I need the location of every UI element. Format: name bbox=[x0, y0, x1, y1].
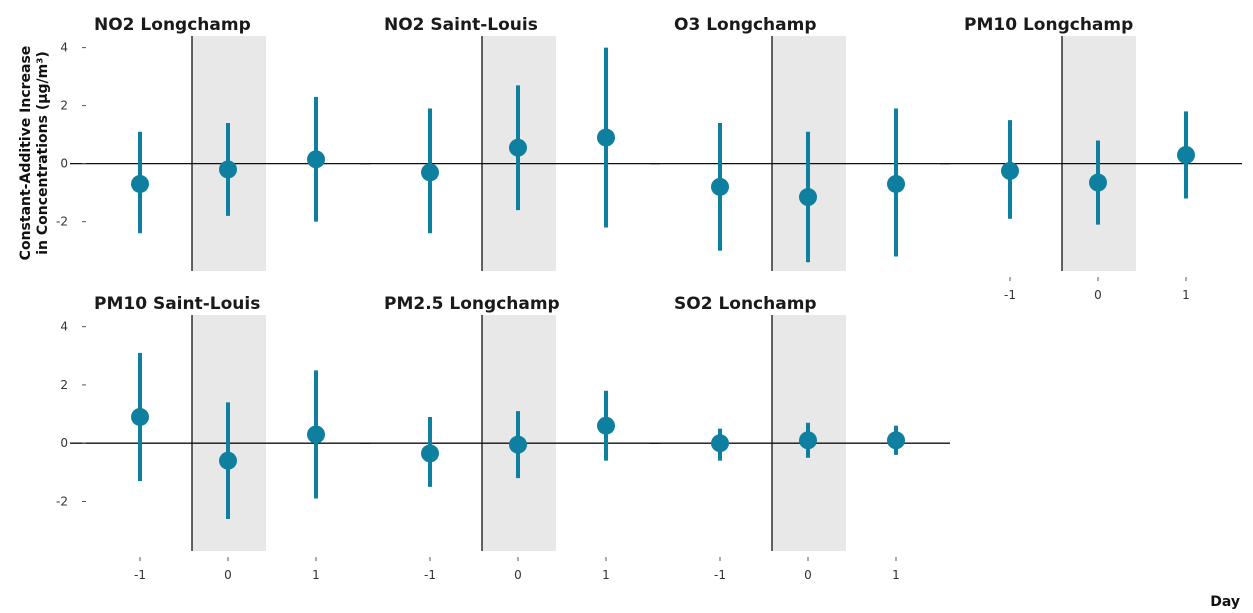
x-tick-label: 0 bbox=[1094, 288, 1102, 302]
x-tick-label: -1 bbox=[1004, 288, 1016, 302]
y-axis-title-line-1: Constant-Additive Increase bbox=[18, 46, 34, 261]
estimate-point bbox=[219, 451, 237, 470]
estimate-point bbox=[887, 174, 905, 193]
estimate-point bbox=[307, 425, 325, 444]
x-tick-label: -1 bbox=[424, 568, 436, 582]
panel-so2-lonchamp: SO2 Lonchamp -1 0 1 bbox=[650, 294, 950, 582]
x-tick-label: 1 bbox=[602, 568, 610, 582]
panel-title: NO2 Saint-Louis bbox=[384, 15, 538, 35]
estimate-point bbox=[307, 150, 325, 169]
estimate-point bbox=[799, 188, 817, 207]
y-tick-label: 4 bbox=[60, 320, 68, 334]
estimate-point bbox=[597, 128, 615, 147]
x-tick-label: 1 bbox=[892, 568, 900, 582]
panel-o3-longchamp: O3 Longchamp bbox=[650, 15, 950, 271]
estimate-point bbox=[509, 435, 527, 454]
panel-title: NO2 Longchamp bbox=[94, 15, 251, 35]
panel-title: O3 Longchamp bbox=[674, 15, 817, 35]
estimate-point bbox=[597, 416, 615, 435]
x-tick-label: -1 bbox=[134, 568, 146, 582]
estimate-point bbox=[711, 177, 729, 196]
panel-pm10-saint-louis: PM10 Saint-Louis 4 2 0 -2 -1 0 1 bbox=[56, 294, 370, 582]
panel-title: PM2.5 Longchamp bbox=[384, 294, 560, 314]
x-tick-label: 0 bbox=[804, 568, 812, 582]
facet-panels: NO2 Longchamp 4 2 0 -2 NO2 Saint-Louis O3 Long… bbox=[56, 15, 1242, 582]
x-axis-title: Day bbox=[1210, 594, 1240, 610]
y-tick-label: -2 bbox=[56, 215, 68, 229]
estimate-point bbox=[1001, 161, 1019, 180]
y-axis-title: Constant-Additive Increase in Concentrat… bbox=[18, 46, 51, 261]
x-tick-label: -1 bbox=[714, 568, 726, 582]
y-axis-title-line-2: in Concentrations (µg/m³) bbox=[35, 51, 51, 255]
estimate-point bbox=[421, 444, 439, 463]
panel-no2-saint-louis: NO2 Saint-Louis bbox=[360, 15, 660, 271]
panel-pm2-5-longchamp: PM2.5 Longchamp -1 0 1 bbox=[360, 294, 660, 582]
panel-title: PM10 Longchamp bbox=[964, 15, 1133, 35]
y-tick-label: 2 bbox=[60, 378, 68, 392]
estimate-point bbox=[421, 163, 439, 182]
panel-title: PM10 Saint-Louis bbox=[94, 294, 260, 314]
y-tick-label: 0 bbox=[60, 436, 68, 450]
estimate-point bbox=[509, 138, 527, 157]
estimate-point bbox=[711, 434, 729, 453]
x-tick-label: 1 bbox=[1182, 288, 1190, 302]
panel-title: SO2 Lonchamp bbox=[674, 294, 817, 314]
panel-no2-longchamp: NO2 Longchamp 4 2 0 -2 bbox=[56, 15, 370, 271]
estimate-point bbox=[131, 407, 149, 426]
estimate-point bbox=[131, 174, 149, 193]
y-tick-label: 4 bbox=[60, 41, 68, 55]
y-tick-label: 2 bbox=[60, 99, 68, 113]
estimate-point bbox=[219, 160, 237, 179]
x-tick-label: 0 bbox=[514, 568, 522, 582]
estimate-point bbox=[1089, 173, 1107, 192]
x-tick-label: 0 bbox=[224, 568, 232, 582]
y-tick-label: -2 bbox=[56, 494, 68, 508]
estimate-point bbox=[799, 431, 817, 450]
y-tick-label: 0 bbox=[60, 157, 68, 171]
x-tick-label: 1 bbox=[312, 568, 320, 582]
estimate-point bbox=[887, 431, 905, 450]
panel-pm10-longchamp: PM10 Longchamp -1 0 1 bbox=[940, 15, 1242, 302]
estimate-point bbox=[1177, 145, 1195, 164]
